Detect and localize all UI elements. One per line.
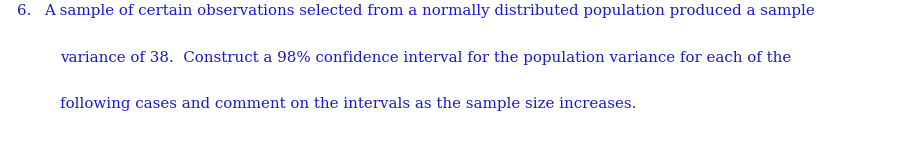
Text: 6.: 6. xyxy=(17,4,31,18)
Text: following cases and comment on the intervals as the sample size increases.: following cases and comment on the inter… xyxy=(60,97,636,111)
Text: variance of 38.  Construct a 98% confidence interval for the population variance: variance of 38. Construct a 98% confiden… xyxy=(60,51,791,65)
Text: A sample of certain observations selected from a normally distributed population: A sample of certain observations selecte… xyxy=(44,4,815,18)
